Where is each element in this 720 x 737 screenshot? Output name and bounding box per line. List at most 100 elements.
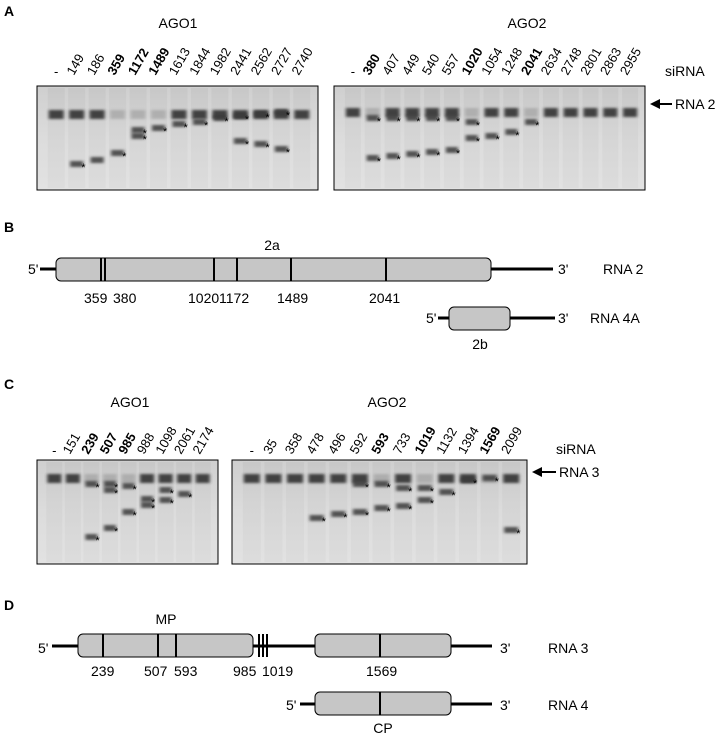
cleavage-band	[525, 119, 538, 125]
star-icon: *	[224, 116, 229, 128]
gel-lane	[272, 88, 290, 188]
full-length-band	[438, 474, 455, 483]
full-length-band	[287, 474, 304, 483]
rna4a-name: RNA 4A	[590, 310, 640, 326]
cleavage-band	[213, 115, 227, 121]
gel-lane	[47, 88, 65, 188]
lane-label: 2740	[288, 45, 315, 78]
panel-letter-a: A	[4, 3, 14, 19]
lane-label: 540	[419, 51, 443, 77]
star-icon: *	[95, 482, 100, 494]
cleavage-band	[90, 157, 104, 163]
cleavage-band	[103, 525, 116, 531]
rna4a-three-prime: 3'	[558, 310, 568, 326]
lane-label: 2099	[498, 424, 525, 457]
lane-label: -	[351, 64, 355, 79]
gel-lane	[622, 88, 639, 188]
lane-label: 1132	[433, 425, 460, 457]
cleavage-band	[352, 481, 367, 487]
star-icon: *	[343, 512, 348, 524]
gel-lane	[286, 462, 305, 562]
target-label-a: RNA 2	[675, 96, 716, 112]
lane-label: 985	[115, 430, 139, 456]
full-length-band	[65, 474, 80, 483]
cleavage-band	[131, 133, 145, 139]
star-icon: *	[81, 162, 86, 174]
lane-label: 507	[97, 430, 121, 456]
cleavage-band	[70, 161, 84, 167]
star-icon: *	[114, 482, 119, 494]
full-length-band	[416, 474, 433, 483]
cleavage-band	[396, 503, 411, 509]
full-length-band	[365, 108, 380, 117]
gel-lane	[542, 88, 559, 188]
full-length-band	[140, 474, 155, 483]
star-icon: *	[122, 151, 127, 163]
cleavage-band	[445, 115, 458, 121]
cleavage-band	[352, 509, 367, 515]
full-length-band	[158, 474, 173, 483]
lane-label: -	[52, 443, 56, 458]
full-length-band	[191, 110, 207, 119]
star-icon: *	[133, 484, 138, 496]
full-length-band	[603, 108, 618, 117]
cleavage-band	[309, 515, 324, 521]
blot-title-c-ago2: AGO2	[368, 394, 407, 410]
star-icon: *	[476, 136, 481, 148]
star-icon: *	[397, 116, 402, 128]
gel-lane	[46, 462, 63, 562]
star-icon: *	[436, 150, 441, 162]
star-icon: *	[430, 486, 435, 498]
cleavage-band	[331, 511, 346, 517]
gel-lane	[88, 88, 106, 188]
rna4-map: 5' 3' RNA 4 CP	[286, 691, 589, 736]
lane-label: 1019	[411, 424, 438, 457]
target-label-c: RNA 3	[559, 464, 600, 480]
full-length-band	[504, 108, 519, 117]
panel-letter-b: B	[4, 219, 14, 235]
arrow-icon	[650, 99, 672, 109]
star-icon: *	[476, 120, 481, 132]
cleavage-band	[504, 527, 519, 533]
gel-lane	[211, 88, 229, 188]
lane-label: 407	[379, 51, 403, 77]
cleavage-band	[445, 147, 458, 153]
full-length-band	[583, 108, 598, 117]
lane-label: 557	[439, 51, 463, 77]
rna3-five-prime: 5'	[38, 640, 48, 656]
gel-lane	[170, 88, 188, 188]
gel-lane	[562, 88, 579, 188]
lane-label: -	[250, 443, 254, 458]
gel-lane	[139, 462, 156, 562]
star-icon: *	[151, 497, 156, 509]
full-length-band	[121, 474, 136, 483]
star-icon: *	[204, 120, 209, 132]
full-length-band	[543, 108, 558, 117]
gel-lane	[404, 88, 421, 188]
full-length-band	[171, 110, 187, 119]
star-icon: *	[496, 134, 501, 146]
gel-lane	[480, 462, 499, 562]
gel-lane	[252, 88, 270, 188]
cleavage-band	[254, 111, 268, 117]
cleavage-band	[141, 502, 154, 508]
gel-lane	[344, 88, 361, 188]
rna4a-orf-label: 2b	[472, 336, 488, 352]
full-length-band	[130, 110, 146, 119]
full-length-band	[151, 110, 167, 119]
lane-label: 380	[359, 51, 383, 77]
star-icon: *	[495, 476, 500, 488]
full-length-band	[294, 110, 310, 119]
cleavage-band	[366, 115, 379, 121]
lane-label: 496	[325, 430, 349, 456]
full-length-band	[110, 110, 126, 119]
lane-label: 449	[399, 51, 423, 77]
gel-lane	[364, 88, 381, 188]
rna3-site: 239	[91, 663, 115, 679]
cleavage-band	[85, 534, 98, 540]
rna4-name: RNA 4	[548, 697, 589, 713]
star-icon: *	[397, 154, 402, 166]
lane-label: 733	[390, 430, 414, 456]
rna2-map: 5' 3' RNA 2 2a 359 380 1020 1172 1489 20…	[28, 237, 644, 306]
rna2-site: 1172	[219, 290, 249, 306]
